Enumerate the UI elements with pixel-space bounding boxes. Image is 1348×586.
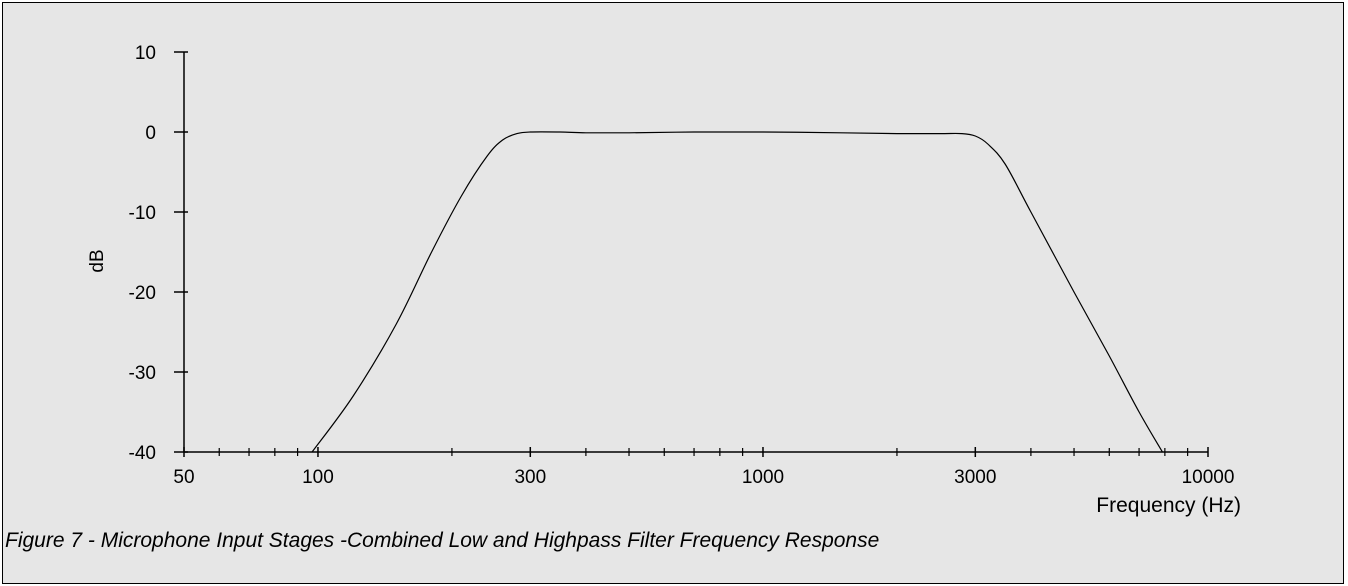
y-tick-label: 10 [135, 43, 156, 64]
x-tick-label: 100 [302, 467, 334, 488]
response-curve [311, 131, 1163, 453]
y-tick-label: -10 [129, 203, 156, 224]
y-tick-label: -20 [129, 283, 156, 304]
y-tick-label: -30 [129, 363, 156, 384]
x-tick-label: 50 [173, 467, 194, 488]
frequency-response-chart: 100-10-20-30-40 50 100 300 1000 3000 10000 dB… [87, 43, 1241, 517]
x-tick-label: 300 [514, 467, 546, 488]
x-tick-label: 3000 [954, 467, 996, 488]
y-axis-ticks: 10 0 -10 -20 -30 -40 [129, 43, 188, 464]
y-tick-label: -40 [129, 443, 156, 464]
figure-caption: Figure 7 - Microphone Input Stages -Comb… [5, 529, 880, 552]
x-axis-label: Frequency (Hz) [1096, 494, 1241, 517]
axes [183, 52, 1208, 453]
y-tick-label: 0 [145, 123, 156, 144]
x-tick-label: 1000 [742, 467, 784, 488]
x-axis-ticks: 50 100 300 1000 3000 10000 [173, 447, 1234, 488]
series-layer [311, 131, 1163, 453]
x-tick-label: 10000 [1182, 467, 1235, 488]
y-axis-label: dB [87, 249, 108, 272]
